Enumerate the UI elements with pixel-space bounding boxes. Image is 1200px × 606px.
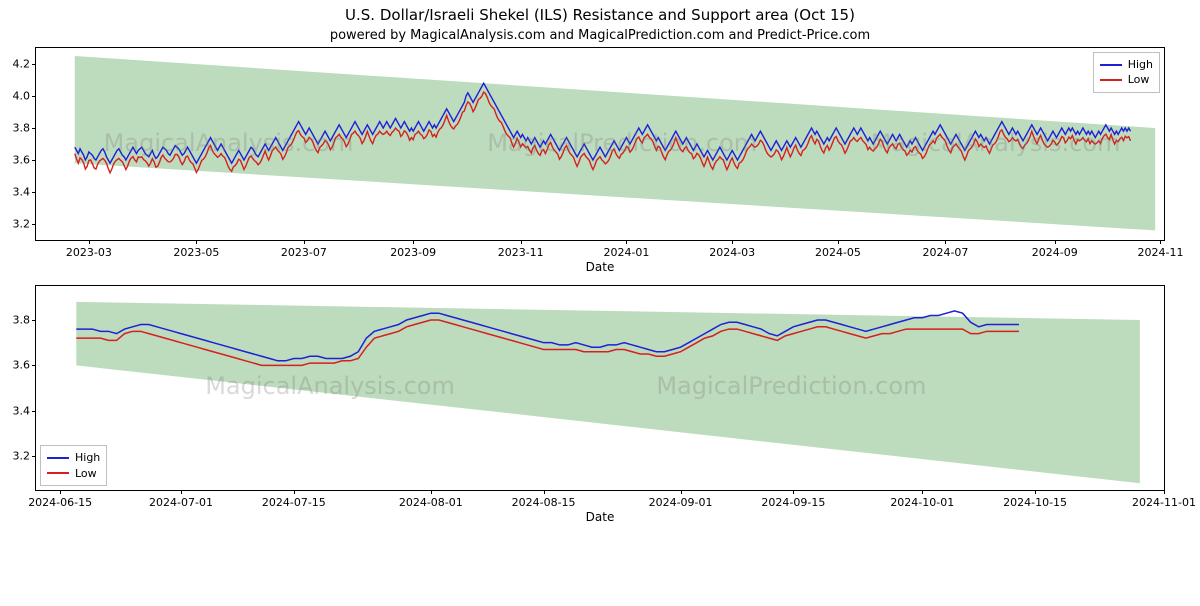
y-tick-label: 3.6 [13, 359, 31, 372]
legend-swatch-low [1100, 79, 1122, 81]
y-tick-label: 3.6 [13, 154, 31, 167]
y-tick-label: 4.0 [13, 90, 31, 103]
x-tick-label: 2024-11-01 [1132, 496, 1196, 509]
x-tick-label: 2024-08-15 [512, 496, 576, 509]
legend-swatch-low [47, 472, 69, 474]
watermark-text: MagicalPrediction.com [487, 129, 757, 157]
x-axis-label: Date [586, 260, 615, 274]
x-tick-label: 2023-09 [390, 246, 436, 259]
x-tick-label: 2024-09-01 [649, 496, 713, 509]
x-tick-label: 2024-10-01 [890, 496, 954, 509]
chart-subtitle: powered by MagicalAnalysis.com and Magic… [0, 28, 1200, 43]
x-tick-label: 2024-07-01 [149, 496, 213, 509]
y-tick-label: 3.4 [13, 186, 31, 199]
x-tick-label: 2024-07 [922, 246, 968, 259]
legend-label: Low [75, 466, 97, 481]
y-tick-label: 3.2 [13, 218, 31, 231]
chart-panel-1: MagicalAnalysis.com MagicalPrediction.co… [35, 47, 1165, 241]
x-tick-label: 2024-08-01 [399, 496, 463, 509]
legend-item-high: High [1100, 57, 1153, 72]
chart-page: { "title": "U.S. Dollar/Israeli Shekel (… [0, 6, 1200, 606]
x-tick-label: 2023-03 [66, 246, 112, 259]
chart-title: U.S. Dollar/Israeli Shekel (ILS) Resista… [0, 6, 1200, 24]
x-tick-label: 2024-11 [1137, 246, 1183, 259]
x-axis-label: Date [586, 510, 615, 524]
x-tick-label: 2024-10-15 [1003, 496, 1067, 509]
y-tick-label: 3.4 [13, 404, 31, 417]
watermark-text: MagicalPrediction.com [656, 372, 926, 400]
legend-label: Low [1128, 72, 1150, 87]
x-tick-label: 2023-07 [281, 246, 327, 259]
y-tick-label: 4.2 [13, 58, 31, 71]
x-tick-label: 2024-09 [1032, 246, 1078, 259]
watermark-text: MagicalAnalysis.com [104, 129, 354, 157]
legend-item-low: Low [47, 466, 100, 481]
y-tick-label: 3.2 [13, 450, 31, 463]
watermark-text: MagicalAnalysis.com [205, 372, 455, 400]
legend-item-low: Low [1100, 72, 1153, 87]
legend-item-high: High [47, 450, 100, 465]
x-tick-label: 2023-11 [498, 246, 544, 259]
legend-label: High [75, 450, 100, 465]
y-tick-label: 3.8 [13, 122, 31, 135]
x-tick-label: 2024-03 [709, 246, 755, 259]
x-tick-label: 2024-07-15 [262, 496, 326, 509]
x-tick-label: 2024-05 [815, 246, 861, 259]
x-tick-label: 2023-05 [173, 246, 219, 259]
legend-box: High Low [1093, 52, 1160, 93]
watermark-text: MagicalAnalysis.com [871, 129, 1121, 157]
x-tick-label: 2024-09-15 [761, 496, 825, 509]
x-tick-label: 2024-06-15 [28, 496, 92, 509]
legend-box: High Low [40, 445, 107, 486]
legend-label: High [1128, 57, 1153, 72]
y-tick-label: 3.8 [13, 314, 31, 327]
legend-swatch-high [1100, 64, 1122, 66]
x-tick-label: 2024-01 [603, 246, 649, 259]
legend-swatch-high [47, 457, 69, 459]
chart-panel-2: MagicalAnalysis.com MagicalPrediction.co… [35, 285, 1165, 491]
